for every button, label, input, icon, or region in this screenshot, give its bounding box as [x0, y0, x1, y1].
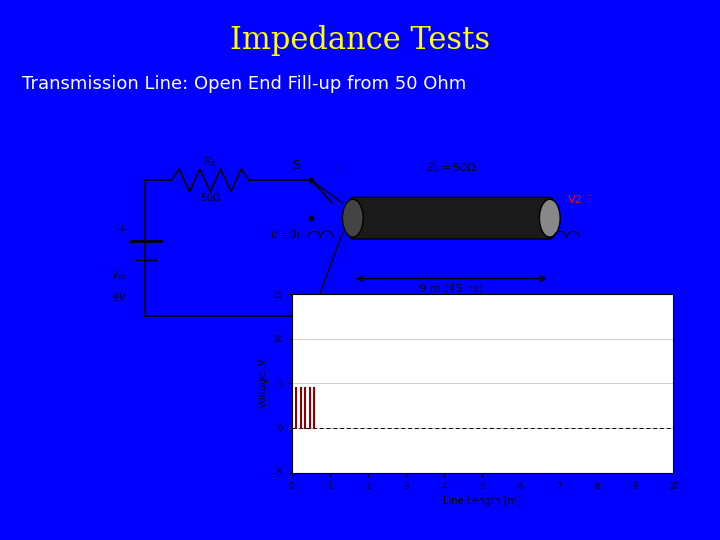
Text: $9V$: $9V$: [112, 291, 127, 303]
Text: 9 m (45 ns): 9 m (45 ns): [419, 284, 483, 294]
Text: $R_s$: $R_s$: [204, 155, 217, 169]
Text: $V_{cc}$: $V_{cc}$: [112, 268, 127, 282]
Text: Impedance Tests: Impedance Tests: [230, 25, 490, 56]
Text: $Z_0 = 50\Omega$: $Z_0 = 50\Omega$: [426, 161, 477, 175]
Text: Transmission Line: Open End Fill-up from 50 Ohm: Transmission Line: Open End Fill-up from…: [22, 75, 466, 93]
Text: S: S: [292, 159, 300, 172]
X-axis label: Line Length [m]: Line Length [m]: [444, 496, 521, 506]
Y-axis label: Voltage, V: Voltage, V: [258, 359, 268, 408]
Ellipse shape: [343, 199, 363, 237]
Ellipse shape: [539, 199, 560, 237]
Text: V1: V1: [335, 165, 350, 175]
Text: $(t=0)$: $(t=0)$: [270, 227, 301, 240]
FancyBboxPatch shape: [350, 197, 552, 239]
Text: +: +: [117, 223, 127, 237]
Text: $50\Omega$: $50\Omega$: [199, 191, 221, 203]
Text: V2: V2: [568, 195, 583, 205]
